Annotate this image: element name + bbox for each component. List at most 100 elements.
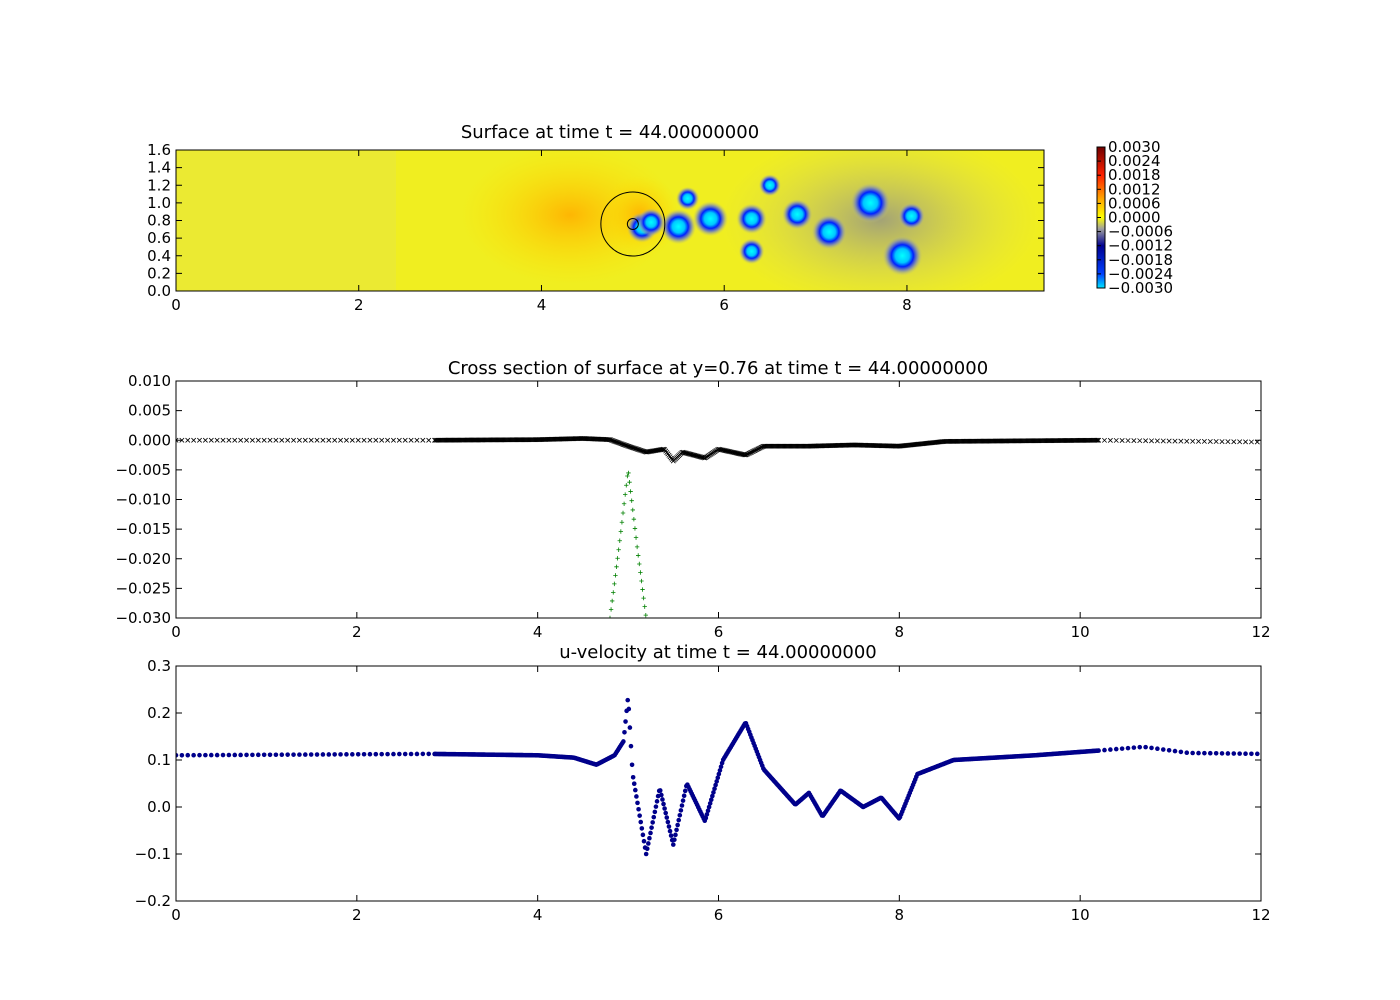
u-velocity-point <box>628 743 634 749</box>
cross-section-point <box>343 437 349 443</box>
u-velocity-point <box>397 751 402 757</box>
u-velocity-point <box>255 752 261 758</box>
u-velocity-point <box>717 768 723 773</box>
cross-section-point <box>326 437 332 443</box>
cross-section-point <box>296 437 302 443</box>
cross-section-point <box>232 437 238 443</box>
colorbar-tick-label: 0.0012 <box>1108 180 1161 198</box>
u-velocity-point <box>678 808 684 813</box>
y-tick-label: 0.0 <box>147 798 171 816</box>
body-profile-point <box>608 607 614 612</box>
body-profile-point <box>632 526 638 531</box>
body-profile-point <box>643 612 649 618</box>
y-tick-label: 1.2 <box>147 176 171 194</box>
u-velocity-point <box>1178 749 1184 755</box>
u-velocity-panel: u-velocity at time t = 44.00000000 0 2 4 6 8… <box>135 642 1271 924</box>
y-tick-label: 0.005 <box>128 402 171 420</box>
cross-section-point <box>1137 438 1143 444</box>
cross-section-point <box>390 437 396 443</box>
u-velocity-point <box>1202 750 1207 756</box>
u-velocity-point <box>629 762 635 768</box>
cross-section-point <box>1196 438 1202 444</box>
u-velocity-point <box>662 806 667 811</box>
u-velocity-point <box>626 706 632 712</box>
u-velocity-point <box>1237 751 1242 756</box>
u-velocity-point <box>197 752 202 758</box>
vortex-spot <box>692 201 729 237</box>
u-velocity-point <box>1125 745 1131 751</box>
colorbar-tick-label: −0.0018 <box>1108 251 1173 269</box>
body-profile-point <box>639 578 644 584</box>
body-profile-point <box>634 544 640 550</box>
colorbar-tick-label: 0.0030 <box>1108 138 1161 156</box>
cross-section-point <box>202 437 208 443</box>
body-profile-point <box>627 479 632 485</box>
x-tick-label: 0 <box>171 296 181 314</box>
u-velocity-point <box>420 751 426 757</box>
u-velocity-point <box>1184 750 1190 755</box>
u-velocity-point <box>1243 751 1248 756</box>
u-velocity-point <box>710 793 715 799</box>
cross-section-point <box>1231 439 1237 445</box>
x-tick-label: 8 <box>895 906 905 924</box>
u-velocity-point <box>649 825 654 830</box>
u-velocity-point <box>635 800 640 806</box>
y-tick-label: 1.4 <box>147 159 171 177</box>
cross-section-point <box>1207 438 1213 444</box>
cross-section-point <box>385 437 391 443</box>
u-velocity-point <box>622 729 627 735</box>
cross-section-point <box>1149 438 1154 444</box>
u-velocity-point <box>1102 747 1107 753</box>
u-velocity-point <box>402 751 408 757</box>
cross-section-ticks: 0 2 4 6 8 10 12 0.010 0.005 0.000 −0.005 −0.010 −0.0… <box>115 372 1270 641</box>
u-velocity-background <box>176 666 1261 901</box>
u-velocity-point <box>704 812 710 817</box>
u-velocity-point <box>220 752 226 758</box>
body-profile-point <box>607 615 613 618</box>
x-tick-label: 4 <box>533 906 543 924</box>
cross-section-point <box>214 437 220 443</box>
y-tick-label: 0.2 <box>147 264 171 282</box>
cross-section-point <box>414 437 420 443</box>
u-velocity-point <box>1249 751 1254 757</box>
u-velocity-point <box>670 842 676 847</box>
u-velocity-point <box>355 751 361 757</box>
colorbar-tick-label: 0.0000 <box>1108 209 1161 227</box>
surface-title: Surface at time t = 44.00000000 <box>461 122 759 143</box>
u-velocity-point <box>320 752 326 757</box>
u-velocity-point <box>636 806 641 812</box>
body-profile-point <box>637 561 642 567</box>
x-tick-label: 8 <box>895 623 905 641</box>
cross-section-point <box>361 437 367 443</box>
y-tick-label: 0.000 <box>128 431 171 449</box>
y-tick-label: 0.6 <box>147 229 171 247</box>
u-velocity-point <box>715 775 721 781</box>
u-velocity-point <box>641 838 647 844</box>
cross-section-point <box>355 437 361 443</box>
x-tick-label: 10 <box>1071 906 1090 924</box>
u-velocity-point <box>214 752 220 758</box>
u-velocity-point <box>344 752 349 757</box>
u-velocity-point <box>1131 745 1137 750</box>
u-velocity-point <box>712 786 717 792</box>
y-tick-label: −0.005 <box>115 461 171 479</box>
u-velocity-point <box>367 751 373 757</box>
u-velocity-point <box>191 752 196 758</box>
cross-section-point <box>255 437 261 443</box>
u-velocity-point <box>657 788 663 793</box>
u-velocity-point <box>208 752 214 758</box>
u-velocity-point <box>646 841 651 846</box>
u-velocity-point <box>385 751 390 757</box>
u-velocity-point <box>674 827 679 833</box>
cross-section-point <box>659 446 665 452</box>
body-profile-point <box>621 501 627 506</box>
u-velocity-point <box>639 826 645 831</box>
u-velocity-point <box>361 751 367 757</box>
body-profile-point <box>628 489 633 494</box>
cross-section-point <box>367 437 373 443</box>
u-velocity-point <box>714 779 719 784</box>
vortex-spot <box>782 199 813 230</box>
u-velocity-point <box>627 725 633 730</box>
u-velocity-point <box>713 782 718 788</box>
